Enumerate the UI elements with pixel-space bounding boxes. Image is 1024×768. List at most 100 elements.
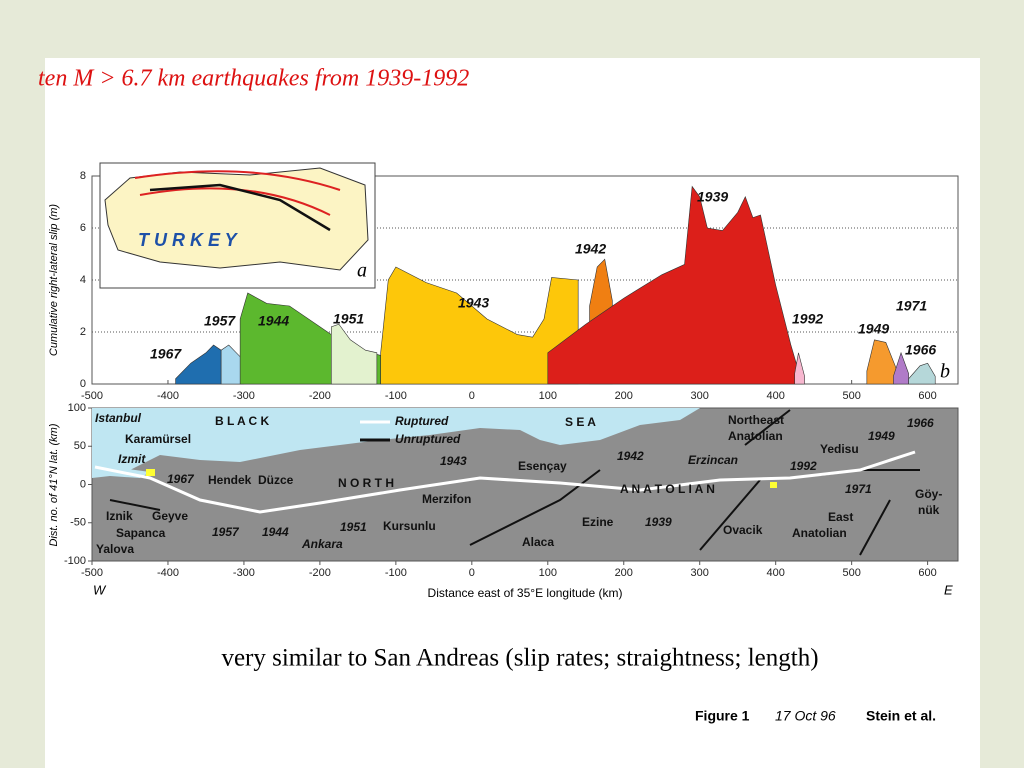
east-label: E: [944, 582, 953, 597]
map-label: Düzce: [258, 473, 294, 487]
caption: very similar to San Andreas (slip rates;…: [221, 645, 818, 672]
fault-ruptured: [94, 450, 916, 514]
map-label: Izmit: [118, 452, 146, 466]
map-label: S E A: [565, 415, 596, 429]
x-tick-label: -400: [157, 567, 179, 579]
map-label: Hendek: [208, 473, 252, 487]
map-label: Northeast: [728, 413, 784, 427]
x-tick-label: 400: [767, 567, 785, 579]
map-label: Esençay: [518, 459, 567, 473]
city-erzincan: [770, 482, 777, 488]
inset-label: T U R K E Y: [138, 230, 239, 250]
year-label: 1971: [896, 298, 927, 314]
map-label: 1966: [907, 416, 934, 430]
y-tick-label: -100: [64, 555, 86, 567]
map-label: Sapanca: [116, 526, 166, 540]
y-tick-label: 8: [80, 170, 86, 182]
year-label: 1957: [204, 313, 236, 329]
map-label: nük: [918, 503, 940, 517]
map-label: Kursunlu: [383, 519, 436, 533]
year-label: 1939: [697, 189, 728, 205]
x-tick-label: -100: [385, 390, 407, 402]
y-axis-label: Cumulative right-lateral slip (m): [48, 204, 60, 357]
year-label: 1992: [792, 311, 823, 327]
panel-label: a: [357, 260, 367, 282]
year-label: 1966: [905, 342, 936, 358]
map-label: Ezine: [582, 515, 614, 529]
map-label: B L A C K: [215, 414, 270, 428]
map-label: Ruptured: [395, 414, 449, 428]
y-tick-label: 4: [80, 274, 86, 286]
istanbul-box: [93, 411, 165, 425]
rupture-area: [380, 266, 579, 385]
map-label: 1951: [340, 520, 367, 534]
map-label: 1992: [790, 459, 817, 473]
x-tick-label: 200: [615, 390, 633, 402]
x-tick-label: 400: [767, 390, 785, 402]
y-tick-label: 50: [74, 440, 86, 452]
rupture-area: [330, 323, 378, 385]
x-tick-label: 500: [842, 390, 860, 402]
map-label: Iznik: [106, 509, 133, 523]
x-tick-label: 500: [842, 567, 860, 579]
map-label: Karamürsel: [125, 432, 191, 446]
y-tick-label: -50: [70, 517, 86, 529]
map-label: 1971: [845, 482, 872, 496]
map-label: Anatolian: [792, 526, 847, 540]
x-tick-label: 300: [691, 390, 709, 402]
rupture-area: [893, 351, 909, 385]
x-axis-label: Distance east of 35°E longitude (km): [428, 586, 623, 600]
year-label: 1967: [150, 346, 182, 362]
x-tick-label: 300: [691, 567, 709, 579]
x-tick-label: -500: [81, 567, 103, 579]
x-tick-label: 600: [918, 567, 936, 579]
city-izmit: [146, 469, 155, 476]
map-label: 1943: [440, 454, 467, 468]
map-label: Ovacik: [723, 523, 763, 537]
map-label: 1949: [868, 429, 895, 443]
x-tick-label: 100: [539, 567, 557, 579]
map-label: Yalova: [96, 542, 134, 556]
inset-fault: [149, 183, 331, 232]
x-tick-label: -200: [309, 390, 331, 402]
map-label: Geyve: [152, 509, 188, 523]
year-label: 1951: [333, 311, 364, 327]
inset-map: T U R K E Y a: [99, 162, 376, 289]
x-tick-label: 0: [469, 567, 475, 579]
year-label: 1943: [458, 295, 489, 311]
map-label: Ankara: [301, 537, 343, 551]
figure-date: 17 Oct 96: [775, 708, 836, 724]
map-label: Istanbul: [95, 411, 142, 425]
map-label: 1942: [617, 449, 644, 463]
map-label: Erzincan: [688, 453, 738, 467]
map-label: N O R T H: [338, 476, 394, 490]
x-tick-label: 200: [615, 567, 633, 579]
map-label: Unruptured: [395, 432, 461, 446]
y-tick-label: 0: [80, 378, 86, 390]
turkey-shape: [104, 167, 369, 271]
year-label: 1944: [258, 313, 289, 329]
west-label: W: [93, 582, 107, 597]
map-label: 1957: [212, 525, 240, 539]
x-tick-label: 100: [539, 390, 557, 402]
sea: [92, 408, 700, 470]
y-tick-label: 100: [68, 402, 86, 414]
map-label: A N A T O L I A N: [620, 482, 715, 496]
x-tick-label: -200: [309, 567, 331, 579]
map-label: East: [828, 510, 853, 524]
year-label: 1949: [858, 321, 889, 337]
map-label: Merzifon: [422, 492, 471, 506]
map-label: Göy-: [915, 487, 942, 501]
y-tick-label: 6: [80, 222, 86, 234]
x-tick-label: 600: [918, 390, 936, 402]
rupture-area: [794, 352, 805, 385]
x-tick-label: -100: [385, 567, 407, 579]
slide-title: ten M > 6.7 km earthquakes from 1939-199…: [38, 66, 469, 92]
figure-authors: Stein et al.: [866, 708, 936, 724]
x-tick-label: -500: [81, 390, 103, 402]
rupture-area: [908, 362, 936, 385]
y-tick-label: 2: [80, 326, 86, 338]
x-tick-label: -300: [233, 390, 255, 402]
panel-label: b: [940, 361, 950, 383]
